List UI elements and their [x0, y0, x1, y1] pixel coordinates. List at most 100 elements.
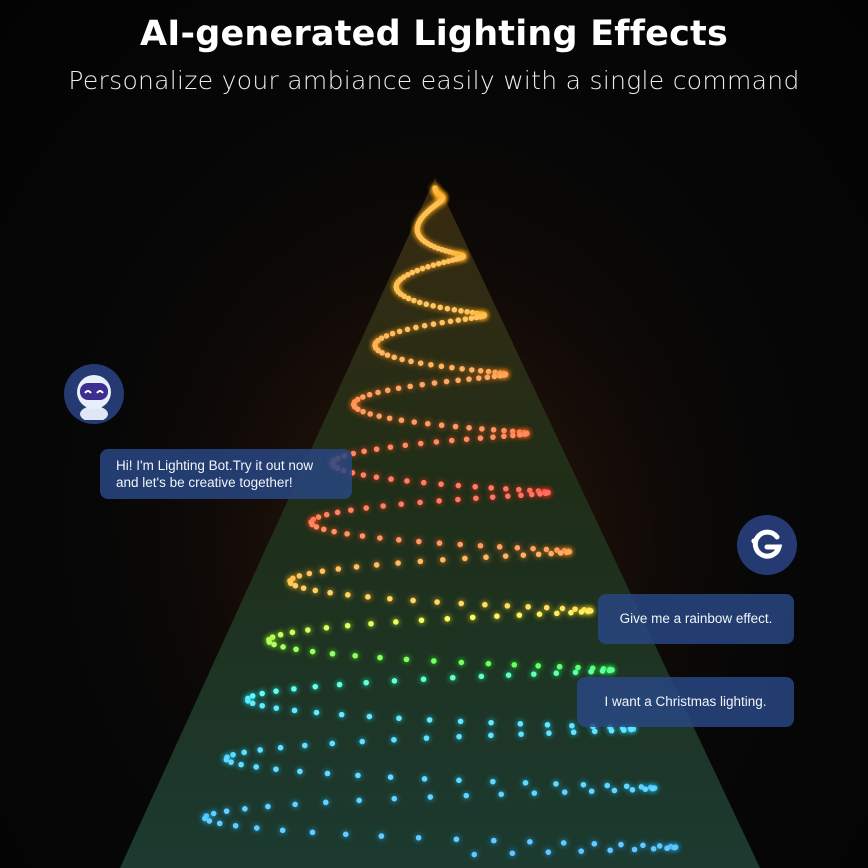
light-bulb: [379, 350, 385, 356]
light-bulb: [323, 625, 330, 631]
user-message: I want a Christmas lighting.: [577, 677, 794, 727]
light-bulb: [361, 448, 367, 455]
light-bulb: [408, 358, 414, 365]
light-bulb: [411, 419, 418, 425]
light-bulb: [410, 597, 416, 604]
light-bulb: [417, 360, 424, 366]
light-bulb: [223, 756, 230, 763]
light-bulb: [509, 428, 516, 435]
light-bulb: [396, 328, 403, 335]
light-bulb: [431, 380, 438, 386]
light-bulb: [479, 426, 485, 432]
light-bulb: [253, 764, 259, 770]
light-bulb: [312, 683, 319, 690]
light-bulb: [473, 314, 480, 321]
light-bulb: [469, 309, 476, 316]
light-bulb: [353, 564, 360, 570]
light-bulb: [501, 427, 507, 434]
light-bulb: [404, 478, 410, 484]
light-bulb: [554, 610, 560, 617]
light-bulb: [444, 305, 451, 312]
light-bulb: [405, 295, 412, 302]
light-bulb: [591, 840, 598, 847]
light-bulb: [271, 641, 277, 648]
light-bulb: [391, 678, 398, 684]
light-bulb: [516, 432, 523, 438]
light-bulb: [471, 851, 478, 858]
light-bulb: [359, 738, 366, 745]
light-bulb: [498, 791, 505, 798]
light-bulb: [402, 442, 409, 449]
light-bulb: [404, 326, 411, 333]
light-bulb: [456, 777, 462, 784]
light-bulb: [417, 440, 424, 447]
light-bulb: [528, 491, 535, 498]
light-bulb: [241, 749, 247, 756]
light-bulb: [485, 660, 492, 667]
light-bulb: [503, 486, 509, 492]
light-bulb: [578, 848, 585, 854]
light-bulb: [430, 262, 437, 268]
light-bulb: [292, 801, 298, 808]
light-bulb: [309, 521, 316, 528]
light-bulb: [462, 555, 468, 562]
light-bulb: [331, 528, 337, 535]
light-bulb: [259, 690, 265, 697]
light-bulb: [437, 304, 444, 311]
light-bulb: [568, 609, 574, 616]
light-bulb: [463, 792, 470, 799]
page-title: AI-generated Lighting Effects: [139, 14, 729, 54]
light-bulb: [279, 827, 286, 834]
light-bulb: [383, 333, 390, 339]
light-bulb: [336, 681, 343, 688]
govee-logo-icon: [737, 515, 797, 575]
light-bulb: [522, 780, 529, 786]
light-bulb: [421, 776, 428, 782]
bot-message: Hi! I'm Lighting Bot.Try it out now and …: [100, 449, 352, 499]
light-bulb: [611, 787, 618, 794]
light-bulb: [664, 845, 670, 852]
light-bulb: [514, 545, 521, 551]
light-bulb: [389, 330, 396, 337]
light-bulb: [401, 293, 408, 300]
light-bulb: [588, 668, 594, 675]
light-bulb: [384, 352, 391, 358]
light-bulb: [548, 550, 554, 557]
light-bulb: [485, 368, 492, 375]
light-bulb: [277, 744, 284, 751]
light-bulb: [360, 408, 366, 415]
light-bulb: [344, 622, 351, 629]
light-bulb: [388, 476, 394, 482]
light-bulb: [642, 786, 649, 792]
light-bulb: [398, 501, 405, 507]
light-bulb: [395, 385, 402, 392]
light-bulb: [563, 549, 570, 556]
light-bulb: [344, 531, 350, 537]
light-bulb: [363, 505, 369, 511]
light-bulb: [430, 303, 436, 309]
light-bulb: [313, 709, 320, 716]
light-bulb: [210, 810, 217, 817]
light-bulb: [438, 481, 444, 487]
light-bulb: [395, 560, 401, 566]
light-bulb: [391, 736, 397, 743]
light-bulb: [488, 732, 494, 739]
light-bulb: [535, 551, 542, 558]
light-bulb: [376, 413, 382, 419]
light-bulb: [478, 673, 485, 680]
light-bulb: [417, 499, 423, 506]
light-bulb: [530, 545, 536, 552]
light-bulb: [360, 394, 366, 400]
light-bulb: [599, 668, 606, 674]
light-bulb: [363, 679, 369, 686]
light-bulb: [640, 842, 646, 849]
light-bulb: [504, 603, 511, 609]
light-bulb: [368, 620, 374, 627]
light-bulb: [457, 718, 464, 725]
light-bulb: [387, 444, 394, 450]
light-bulb: [323, 799, 329, 806]
light-bulb: [440, 259, 447, 266]
light-bulb: [438, 422, 445, 429]
light-bulb: [228, 759, 234, 765]
